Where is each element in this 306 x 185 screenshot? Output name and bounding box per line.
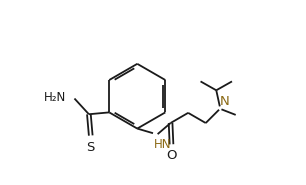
Text: N: N	[220, 95, 230, 108]
Text: O: O	[166, 149, 177, 162]
Text: S: S	[87, 141, 95, 154]
Text: HN: HN	[154, 138, 171, 151]
Text: H₂N: H₂N	[44, 90, 66, 104]
